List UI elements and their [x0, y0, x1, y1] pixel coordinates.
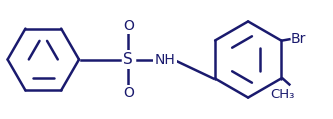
Text: CH₃: CH₃	[270, 88, 295, 101]
Text: NH: NH	[155, 52, 175, 67]
Text: Br: Br	[290, 32, 306, 46]
Text: O: O	[123, 86, 134, 100]
Text: S: S	[123, 52, 133, 67]
Text: O: O	[123, 19, 134, 33]
